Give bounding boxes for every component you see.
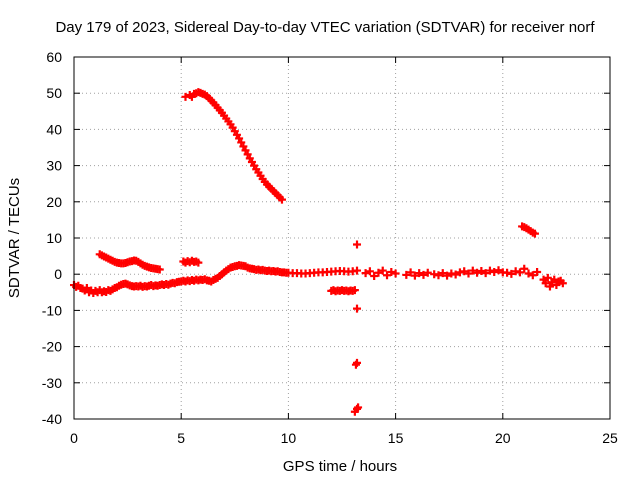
y-tick-label: -20	[42, 339, 62, 355]
data-point	[353, 240, 362, 249]
x-tick-label: 15	[388, 430, 404, 446]
x-axis-label: GPS time / hours	[283, 458, 397, 475]
data-point	[477, 266, 486, 275]
data-point	[350, 286, 359, 295]
data-point	[460, 267, 469, 276]
chart-title: Day 179 of 2023, Sidereal Day-to-day VTE…	[55, 19, 595, 36]
data-series	[179, 256, 203, 267]
data-point	[365, 267, 374, 276]
y-tick-label: 50	[46, 85, 62, 101]
data-series	[95, 250, 164, 274]
data-series	[518, 222, 539, 238]
grid-lines	[74, 57, 610, 419]
data-point	[194, 258, 203, 267]
data-point	[402, 270, 411, 279]
data-point	[545, 282, 554, 291]
data-point	[353, 304, 362, 313]
data-point	[415, 269, 424, 278]
data-point	[481, 269, 490, 278]
data-point	[451, 270, 460, 279]
y-tick-label: 40	[46, 121, 62, 137]
data-point	[378, 266, 387, 275]
data-point	[434, 271, 443, 280]
data-series	[70, 261, 362, 298]
data-point	[528, 271, 537, 280]
data-point	[438, 269, 447, 278]
x-tick-label: 5	[177, 430, 185, 446]
x-tick-label: 25	[602, 430, 618, 446]
data-point	[494, 266, 503, 275]
data-point	[524, 269, 533, 278]
data-point	[530, 229, 539, 238]
data-point	[543, 273, 552, 282]
data-point	[464, 269, 473, 278]
y-axis-label: SDTVAR / TECUs	[6, 178, 23, 298]
data-point	[361, 269, 370, 278]
y-tick-label: 60	[46, 49, 62, 65]
data-point	[443, 271, 452, 280]
data-point	[370, 272, 379, 281]
axis-ticks: -40 -30 -20 -10 0 10 20 30 40 50 60 0 5 10 15 20 25	[42, 49, 618, 446]
data-point	[473, 268, 482, 277]
data-point	[155, 265, 164, 274]
data-point	[507, 269, 516, 278]
data-point	[485, 266, 494, 275]
y-tick-label: 20	[46, 194, 62, 210]
data-point	[533, 268, 542, 277]
data-point	[351, 360, 360, 369]
data-series	[350, 240, 363, 416]
x-tick-label: 20	[495, 430, 511, 446]
data-point	[391, 269, 400, 278]
data-point	[82, 283, 91, 292]
plot-area-frame	[73, 56, 611, 420]
data-series	[181, 88, 286, 204]
y-tick-label: -30	[42, 375, 62, 391]
data-point	[406, 268, 415, 277]
data-point	[374, 268, 383, 277]
data-point	[468, 266, 477, 275]
data-point	[387, 268, 396, 277]
x-tick-label: 10	[281, 430, 297, 446]
data-point	[515, 268, 524, 277]
data-point	[419, 270, 428, 279]
data-point	[410, 271, 419, 280]
y-tick-label: 30	[46, 158, 62, 174]
data-series	[361, 264, 567, 291]
data-point	[350, 407, 359, 416]
y-tick-label: -40	[42, 411, 62, 427]
data-point	[490, 268, 499, 277]
x-tick-label: 0	[70, 430, 78, 446]
y-tick-label: 10	[46, 230, 62, 246]
data-point	[354, 403, 363, 412]
data-point	[520, 264, 529, 273]
data-point	[353, 266, 362, 275]
data-point	[558, 279, 567, 288]
data-point	[383, 271, 392, 280]
data-point	[277, 195, 286, 204]
data-point	[423, 268, 432, 277]
y-tick-label: -10	[42, 302, 62, 318]
data-points	[70, 88, 567, 416]
data-series	[327, 286, 359, 296]
y-tick-label: 0	[54, 266, 62, 282]
